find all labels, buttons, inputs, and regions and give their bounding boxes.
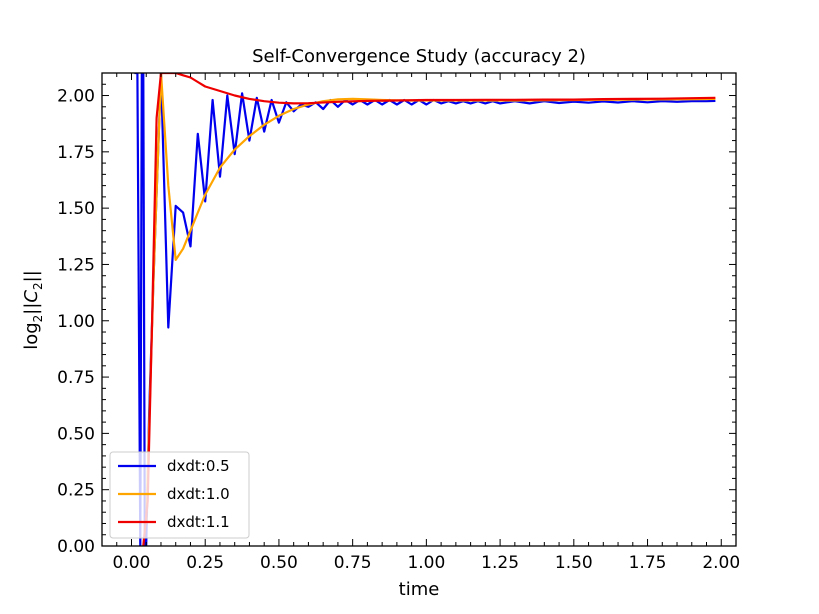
ticks-group: 0.00 0.25 0.50 0.75 1.00 1.25 1.50 1.75 2.00 0.00…	[57, 72, 740, 573]
legend-label-dxdt-0-5: dxdt:0.5	[167, 457, 230, 475]
y-tick-label: 0.25	[57, 481, 95, 501]
x-tick-label: 0.75	[334, 553, 372, 573]
series-line-dxdt-0-5	[134, 73, 716, 546]
series-line-dxdt-1-1	[142, 73, 716, 546]
legend: dxdt:0.5 dxdt:1.0 dxdt:1.1	[109, 451, 250, 539]
legend-box	[109, 451, 250, 539]
series-group	[134, 73, 716, 546]
x-tick-label: 0.00	[113, 553, 151, 573]
x-tick-label: 1.25	[481, 553, 519, 573]
x-tick-label: 0.50	[260, 553, 298, 573]
x-axis-label: time	[399, 579, 440, 600]
x-tick-label: 0.25	[186, 553, 224, 573]
y-axis-label-log: log	[21, 322, 42, 349]
y-tick-label: 0.75	[57, 368, 95, 388]
y-axis-label-var: C	[21, 290, 42, 303]
y-tick-label: 1.25	[57, 255, 95, 275]
x-tick-label: 1.50	[555, 553, 593, 573]
y-tick-label: 1.50	[57, 199, 95, 219]
y-axis-label-norm-close: ||	[21, 270, 42, 282]
y-axis-label: log2||C2||	[21, 270, 45, 350]
y-tick-label: 2.00	[57, 87, 95, 107]
y-tick-label: 0.50	[57, 424, 95, 444]
chart-title: Self-Convergence Study (accuracy 2)	[252, 46, 586, 67]
x-tick-label: 1.75	[629, 553, 667, 573]
y-axis-label-norm-open: ||	[21, 303, 42, 315]
legend-label-dxdt-1-0: dxdt:1.0	[167, 485, 230, 503]
y-tick-label: 1.00	[57, 312, 95, 332]
y-axis-label-base: 2	[31, 315, 45, 323]
legend-label-dxdt-1-1: dxdt:1.1	[167, 513, 230, 531]
y-tick-label: 0.00	[57, 537, 95, 557]
y-axis-label-var-sub: 2	[31, 282, 45, 290]
x-tick-label: 1.00	[407, 553, 445, 573]
x-tick-label: 2.00	[702, 553, 740, 573]
y-tick-label: 1.75	[57, 143, 95, 163]
